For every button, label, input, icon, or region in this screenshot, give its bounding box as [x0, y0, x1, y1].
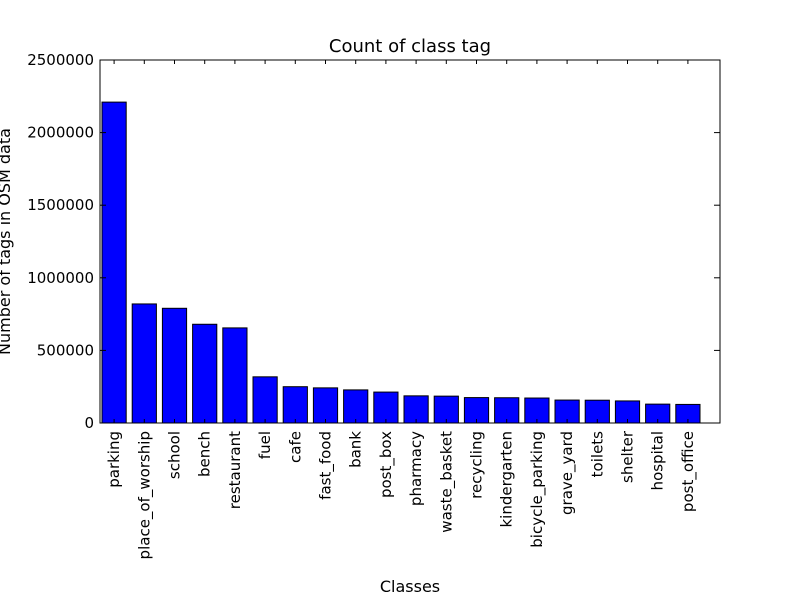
bar-fuel — [252, 376, 278, 424]
x-axis: parking place_of_worship school bench restau… — [105, 60, 698, 559]
bar-school — [161, 307, 188, 424]
y-tick-label: 2500000 — [27, 51, 94, 69]
x-tick-label: bicycle_parking — [528, 431, 547, 548]
y-tick-label: 1500000 — [27, 196, 94, 214]
y-tick-label: 500000 — [37, 341, 94, 359]
bars-group — [101, 101, 701, 424]
plot-frame — [99, 59, 721, 424]
bar-fast_food — [312, 387, 339, 424]
x-tick-label: post_box — [377, 431, 396, 498]
y-axis: 0 500000 1000000 1500000 2000000 2500000 — [27, 51, 720, 432]
bar-pharmacy — [403, 395, 429, 424]
bar-cafe — [282, 386, 308, 424]
x-tick-label: toilets — [588, 431, 606, 478]
x-tick-label: post_office — [679, 431, 698, 512]
y-tick-label: 1000000 — [27, 269, 94, 287]
y-tick-label: 0 — [84, 414, 94, 432]
x-tick-label: bench — [196, 431, 214, 477]
bar-parking — [101, 101, 127, 424]
bar-bench — [192, 323, 218, 424]
x-tick-label: pharmacy — [407, 431, 425, 506]
x-tick-label: cafe — [286, 431, 304, 463]
x-tick-label: hospital — [649, 431, 667, 490]
x-tick-label: recycling — [468, 431, 486, 499]
x-tick-label: fuel — [256, 431, 274, 459]
x-tick-label: kindergarten — [498, 431, 516, 528]
bar-waste_basket — [433, 395, 459, 424]
bar-post_box — [373, 391, 399, 424]
x-tick-label: restaurant — [226, 431, 244, 509]
y-axis-label: Number of tags in OSM data — [0, 128, 14, 355]
x-tick-label: parking — [105, 431, 123, 488]
x-tick-label: fast_food — [317, 431, 336, 500]
x-axis-label: Classes — [380, 577, 440, 596]
y-tick-label: 2000000 — [27, 124, 94, 142]
x-tick-label: bank — [347, 431, 365, 468]
x-tick-label: place_of_worship — [135, 431, 154, 559]
x-tick-label: school — [166, 431, 184, 479]
chart-title: Count of class tag — [329, 36, 491, 57]
x-tick-label: waste_basket — [437, 431, 456, 533]
x-tick-label: grave_yard — [558, 431, 577, 515]
bar-restaurant — [222, 327, 248, 424]
bar-bank — [343, 389, 369, 424]
x-tick-label: shelter — [619, 430, 637, 483]
bar-place_of_worship — [131, 303, 157, 424]
